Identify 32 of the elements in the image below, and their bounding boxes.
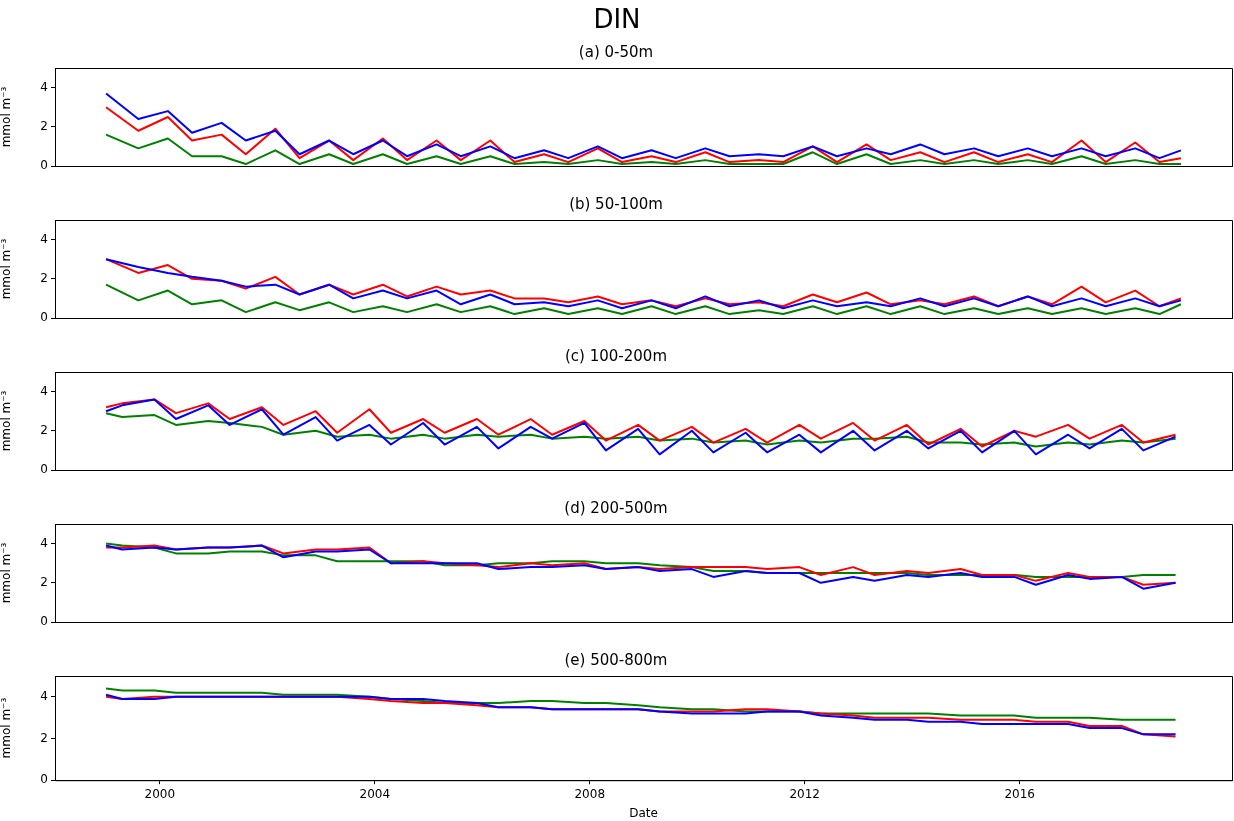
chart-subtitle: (b) 50-100m [569, 194, 663, 213]
y-axis-title: mmol m⁻³ [0, 542, 14, 604]
y-axis-title: mmol m⁻³ [0, 697, 14, 759]
x-tick-label: 2008 [574, 786, 606, 801]
y-tick-label: 2 [40, 118, 48, 133]
x-tick-label: 2012 [789, 786, 821, 801]
y-tick-label: 4 [40, 535, 48, 550]
chart-subtitle: (a) 0-50m [578, 42, 654, 61]
y-tick-label: 0 [40, 614, 48, 629]
chart-subtitle: (c) 100-200m [564, 346, 668, 365]
y-tick-label: 0 [40, 158, 48, 173]
y-tick-label: 4 [40, 688, 48, 703]
y-tick-label: 2 [40, 270, 48, 285]
chart-title: DIN [592, 4, 642, 34]
y-axis-title: mmol m⁻³ [0, 390, 14, 452]
y-tick-label: 2 [40, 730, 48, 745]
y-tick-label: 4 [40, 383, 48, 398]
y-axis-title: mmol m⁻³ [0, 238, 14, 300]
y-tick-label: 2 [40, 422, 48, 437]
y-tick-label: 4 [40, 79, 48, 94]
y-tick-label: 0 [40, 772, 48, 787]
chart-subtitle: (d) 200-500m [564, 498, 668, 517]
y-tick-label: 0 [40, 462, 48, 477]
x-tick-label: 2004 [359, 786, 391, 801]
y-tick-label: 4 [40, 231, 48, 246]
y-tick-label: 2 [40, 574, 48, 589]
x-tick-label: 2016 [1004, 786, 1035, 801]
chart-subtitle: (e) 500-800m [564, 650, 668, 669]
x-tick-label: 2000 [144, 786, 176, 801]
y-axis-title: mmol m⁻³ [0, 86, 14, 148]
x-axis-title: Date [629, 805, 658, 820]
y-tick-label: 0 [40, 310, 48, 325]
